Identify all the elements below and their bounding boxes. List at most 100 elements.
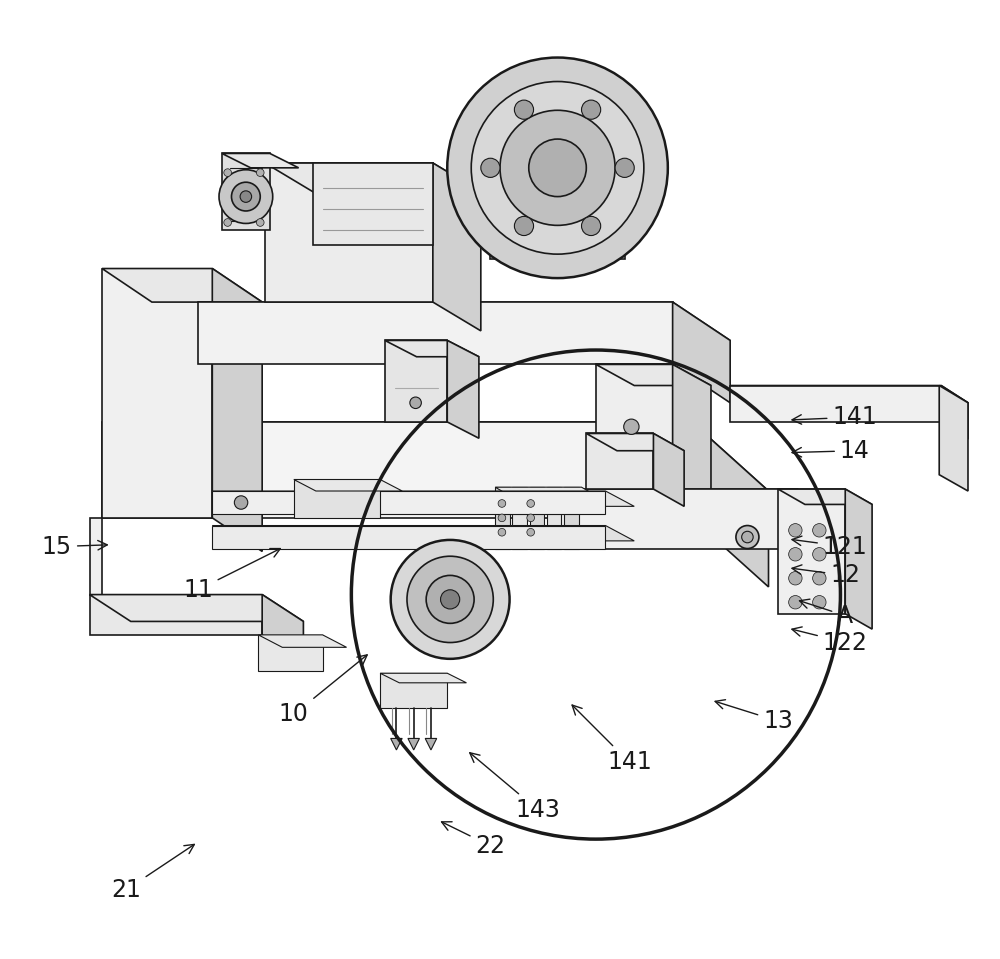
Polygon shape	[90, 595, 303, 621]
Polygon shape	[530, 487, 544, 549]
Polygon shape	[265, 163, 433, 302]
Polygon shape	[778, 489, 872, 504]
Text: 141: 141	[792, 405, 877, 430]
Circle shape	[231, 182, 260, 211]
Text: 11: 11	[183, 549, 280, 602]
Polygon shape	[212, 269, 262, 551]
Polygon shape	[294, 480, 380, 518]
Circle shape	[256, 219, 264, 226]
Polygon shape	[385, 340, 447, 422]
Polygon shape	[294, 480, 402, 491]
Text: 22: 22	[442, 822, 505, 858]
Polygon shape	[548, 489, 797, 549]
Circle shape	[447, 58, 668, 278]
Circle shape	[391, 540, 510, 659]
Circle shape	[514, 217, 534, 236]
Polygon shape	[265, 163, 481, 192]
Polygon shape	[425, 738, 437, 750]
Polygon shape	[512, 487, 527, 549]
Circle shape	[256, 169, 264, 176]
Circle shape	[789, 548, 802, 561]
Polygon shape	[222, 153, 270, 230]
Circle shape	[582, 100, 601, 119]
Polygon shape	[102, 422, 769, 491]
Circle shape	[742, 531, 753, 543]
Polygon shape	[433, 163, 481, 331]
Polygon shape	[548, 489, 836, 510]
Polygon shape	[198, 302, 673, 364]
Polygon shape	[212, 491, 605, 514]
Circle shape	[813, 596, 826, 609]
Circle shape	[500, 110, 615, 225]
Circle shape	[224, 169, 231, 176]
Text: 15: 15	[42, 534, 107, 559]
Polygon shape	[564, 487, 579, 549]
Polygon shape	[845, 489, 872, 629]
Polygon shape	[495, 487, 598, 497]
Text: 143: 143	[470, 753, 561, 823]
Circle shape	[527, 528, 535, 536]
Circle shape	[789, 596, 802, 609]
Circle shape	[498, 500, 506, 507]
Circle shape	[514, 100, 534, 119]
Polygon shape	[586, 433, 684, 451]
Polygon shape	[102, 269, 262, 302]
Polygon shape	[941, 386, 968, 439]
Polygon shape	[222, 153, 299, 168]
Polygon shape	[102, 422, 692, 518]
Polygon shape	[586, 433, 653, 489]
Polygon shape	[198, 302, 730, 340]
Polygon shape	[262, 595, 303, 662]
Polygon shape	[408, 738, 419, 750]
Circle shape	[240, 191, 252, 202]
Circle shape	[441, 590, 460, 609]
Polygon shape	[596, 364, 673, 489]
Circle shape	[471, 82, 644, 254]
Circle shape	[527, 500, 535, 507]
Polygon shape	[385, 340, 479, 357]
Text: 141: 141	[572, 705, 652, 775]
Circle shape	[582, 217, 601, 236]
Polygon shape	[673, 364, 711, 510]
Polygon shape	[90, 595, 262, 635]
Circle shape	[407, 556, 493, 643]
Text: 121: 121	[792, 534, 868, 559]
Circle shape	[736, 526, 759, 549]
Text: 21: 21	[111, 845, 194, 902]
Polygon shape	[90, 518, 102, 595]
Circle shape	[498, 528, 506, 536]
Polygon shape	[447, 340, 479, 438]
Polygon shape	[730, 386, 941, 422]
Polygon shape	[730, 386, 968, 403]
Polygon shape	[692, 422, 769, 587]
Polygon shape	[495, 487, 510, 549]
Text: 122: 122	[792, 627, 868, 655]
Polygon shape	[939, 386, 968, 491]
Polygon shape	[391, 738, 402, 750]
Circle shape	[813, 548, 826, 561]
Polygon shape	[212, 491, 634, 506]
Polygon shape	[653, 433, 684, 506]
Polygon shape	[596, 364, 711, 386]
Polygon shape	[212, 526, 605, 549]
Circle shape	[219, 170, 273, 223]
Circle shape	[527, 514, 535, 522]
Polygon shape	[778, 489, 845, 614]
Circle shape	[498, 514, 506, 522]
Circle shape	[481, 158, 500, 177]
Polygon shape	[380, 673, 466, 683]
Text: A: A	[799, 599, 853, 628]
Polygon shape	[673, 302, 730, 403]
Circle shape	[410, 397, 421, 409]
Polygon shape	[547, 487, 561, 549]
Polygon shape	[380, 673, 447, 708]
Text: 10: 10	[279, 655, 367, 727]
Circle shape	[529, 139, 586, 197]
Circle shape	[813, 572, 826, 585]
Text: 14: 14	[792, 438, 870, 463]
Circle shape	[789, 524, 802, 537]
Text: 13: 13	[715, 700, 793, 734]
Circle shape	[224, 219, 231, 226]
Polygon shape	[258, 635, 347, 647]
Circle shape	[426, 575, 474, 623]
